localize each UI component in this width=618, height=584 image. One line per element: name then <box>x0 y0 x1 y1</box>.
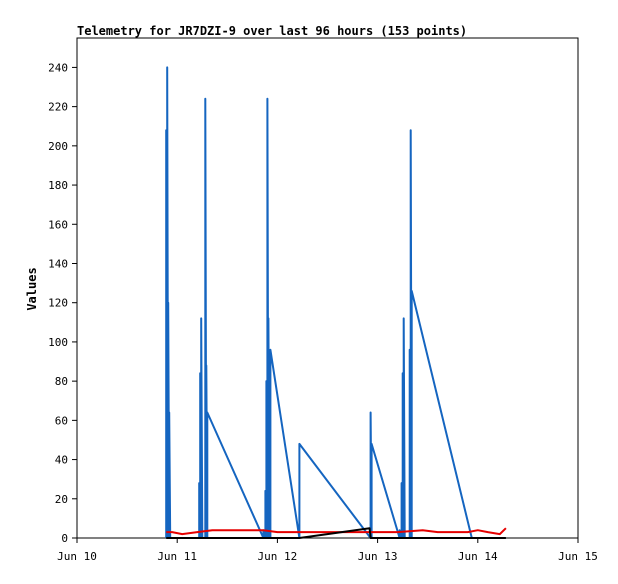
chart-title: Telemetry for JR7DZI-9 over last 96 hour… <box>77 24 467 38</box>
y-tick-label: 120 <box>48 297 68 310</box>
y-tick-label: 60 <box>55 414 68 427</box>
y-tick-label: 220 <box>48 101 68 114</box>
x-tick-label: Jun 15 <box>558 550 598 563</box>
y-tick-label: 0 <box>61 532 68 545</box>
y-tick-label: 140 <box>48 257 68 270</box>
x-tick-label: Jun 11 <box>157 550 197 563</box>
y-tick-label: 180 <box>48 179 68 192</box>
y-tick-label: 40 <box>55 454 68 467</box>
x-tick-label: Jun 12 <box>258 550 298 563</box>
x-tick-label: Jun 10 <box>57 550 97 563</box>
series-line-3 <box>166 527 506 539</box>
plot-frame <box>76 37 579 539</box>
y-tick-label: 100 <box>48 336 68 349</box>
plot-area: 0 20 40 60 80 100 120 140 160 180 200 220 240 Jun 10 J… <box>48 37 598 563</box>
y-tick-label: 20 <box>55 493 68 506</box>
y-tick-label: 160 <box>48 218 68 231</box>
y-axis-label: Values <box>25 267 39 310</box>
series-line-1 <box>165 66 473 539</box>
y-tick-label: 200 <box>48 140 68 153</box>
y-tick-label: 240 <box>48 61 68 74</box>
x-tick-label: Jun 14 <box>458 550 498 563</box>
y-tick-label: 80 <box>55 375 68 388</box>
x-tick-label: Jun 13 <box>358 550 398 563</box>
